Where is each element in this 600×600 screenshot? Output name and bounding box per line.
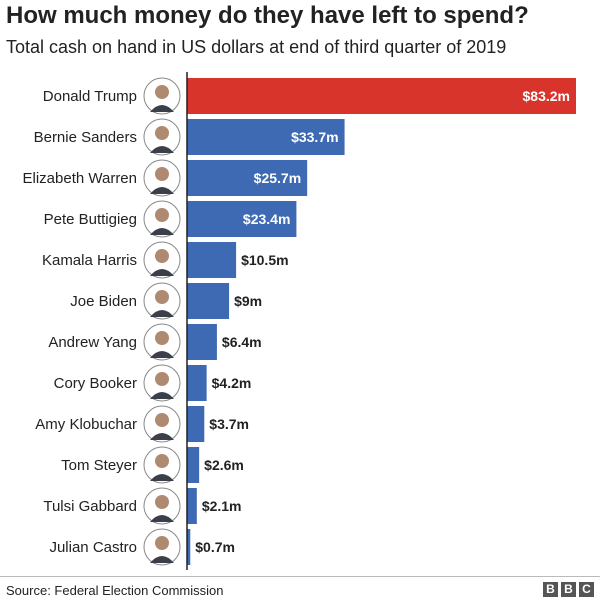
portrait-shoulders (150, 351, 174, 358)
portrait-head (155, 85, 169, 99)
value-label: $2.6m (204, 457, 244, 473)
logo-letter-b2: B (561, 582, 576, 597)
category-label: Andrew Yang (48, 334, 137, 351)
logo-letter-b1: B (543, 582, 558, 597)
bar (187, 78, 576, 114)
category-label: Joe Biden (70, 293, 137, 310)
portrait-shoulders (150, 310, 174, 317)
value-label: $9m (234, 293, 262, 309)
chart-title: How much money do they have left to spen… (6, 2, 529, 29)
value-label: $25.7m (254, 170, 301, 186)
footer-divider (0, 576, 600, 577)
portrait-shoulders (150, 556, 174, 563)
value-label: $4.2m (212, 375, 252, 391)
portrait-head (155, 249, 169, 263)
portrait-shoulders (150, 105, 174, 112)
bar (187, 365, 207, 401)
portrait-shoulders (150, 474, 174, 481)
portrait-shoulders (150, 433, 174, 440)
value-label: $10.5m (241, 252, 288, 268)
portrait-head (155, 167, 169, 181)
portrait-head (155, 413, 169, 427)
category-label: Donald Trump (43, 88, 137, 105)
category-label: Pete Buttigieg (44, 211, 137, 228)
portrait-shoulders (150, 187, 174, 194)
portrait-head (155, 290, 169, 304)
bar (187, 406, 205, 442)
portrait-head (155, 208, 169, 222)
portrait-head (155, 536, 169, 550)
value-label: $2.1m (202, 498, 242, 514)
bar (187, 529, 191, 565)
category-label: Elizabeth Warren (23, 170, 138, 187)
bar (187, 242, 237, 278)
category-label: Julian Castro (49, 539, 137, 556)
portrait-head (155, 126, 169, 140)
bar (187, 283, 230, 319)
bbc-logo: B B C (543, 582, 594, 597)
value-label: $33.7m (291, 129, 338, 145)
category-label: Amy Klobuchar (35, 416, 137, 433)
category-label: Tulsi Gabbard (43, 498, 137, 515)
portrait-shoulders (150, 228, 174, 235)
value-label: $23.4m (243, 211, 290, 227)
bar (187, 119, 345, 155)
category-label: Bernie Sanders (34, 129, 137, 146)
bar (187, 324, 217, 360)
category-label: Tom Steyer (61, 457, 137, 474)
chart-subtitle: Total cash on hand in US dollars at end … (6, 37, 507, 57)
category-label: Kamala Harris (42, 252, 137, 269)
portrait-shoulders (150, 269, 174, 276)
bar (187, 160, 308, 196)
value-label: $3.7m (209, 416, 249, 432)
source-note: Source: Federal Election Commission (6, 583, 224, 598)
value-label: $83.2m (523, 88, 570, 104)
logo-letter-c: C (579, 582, 594, 597)
category-label: Cory Booker (54, 375, 137, 392)
bar (187, 201, 297, 237)
portrait-shoulders (150, 515, 174, 522)
portrait-shoulders (150, 146, 174, 153)
portrait-head (155, 495, 169, 509)
portrait-head (155, 454, 169, 468)
portrait-head (155, 372, 169, 386)
portrait-head (155, 331, 169, 345)
portrait-shoulders (150, 392, 174, 399)
value-label: $0.7m (195, 539, 235, 555)
value-label: $6.4m (222, 334, 262, 350)
bar (187, 447, 200, 483)
bar (187, 488, 197, 524)
